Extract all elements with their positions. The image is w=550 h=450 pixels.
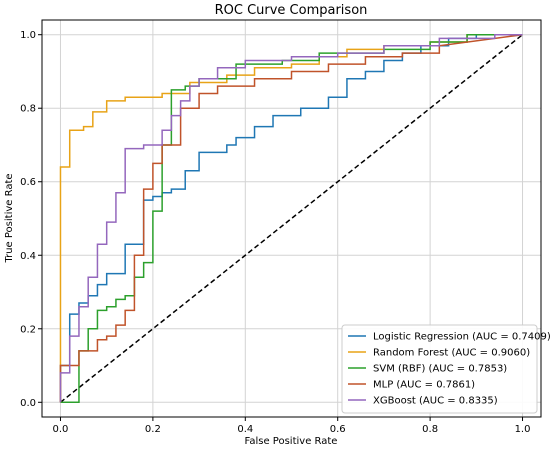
y-tick-label: 0.8 xyxy=(20,104,36,115)
series-line-1 xyxy=(59,33,523,403)
legend-box xyxy=(341,324,538,414)
legend-label-4: MLP (AUC = 0.7861) xyxy=(373,380,475,391)
legend-label-2: Random Forest (AUC = 0.9060) xyxy=(373,348,530,359)
legend-label-3: SVM (RBF) (AUC = 0.7853) xyxy=(373,364,507,375)
x-tick-label: 0.0 xyxy=(53,424,69,435)
series-group xyxy=(59,33,523,404)
y-tick-label: 1.0 xyxy=(20,30,36,41)
x-tick-label: 0.8 xyxy=(422,424,438,435)
chart-title: ROC Curve Comparison xyxy=(215,3,368,18)
plot-frame xyxy=(41,19,542,418)
legend-label-1: Logistic Regression (AUC = 0.7409) xyxy=(373,332,550,343)
series-line-5 xyxy=(59,33,523,403)
x-tick-label: 0.6 xyxy=(330,424,346,435)
x-tick-label: 0.2 xyxy=(145,424,161,435)
x-tick-label: 0.4 xyxy=(237,424,253,435)
x-tick-label: 1.0 xyxy=(515,424,531,435)
y-tick-label: 0.6 xyxy=(20,177,36,188)
x-axis-label: False Positive Rate xyxy=(245,436,338,447)
y-tick-label: 0.2 xyxy=(20,324,36,335)
y-tick-label: 0.4 xyxy=(20,251,36,262)
legend-label-5: XGBoost (AUC = 0.8335) xyxy=(373,396,498,407)
legend: Logistic Regression (AUC = 0.7409) Random… xyxy=(341,324,550,414)
y-tick-label: 0.0 xyxy=(20,398,36,409)
y-axis-label: True Positive Rate xyxy=(4,173,15,263)
ticks: 0.0 0.2 0.4 0.6 0.8 1.0 0.0 0.2 0.4 0.6 0.8 1.0 xyxy=(20,30,530,435)
diagonal-reference xyxy=(60,34,523,403)
diagonal-line xyxy=(60,34,523,403)
